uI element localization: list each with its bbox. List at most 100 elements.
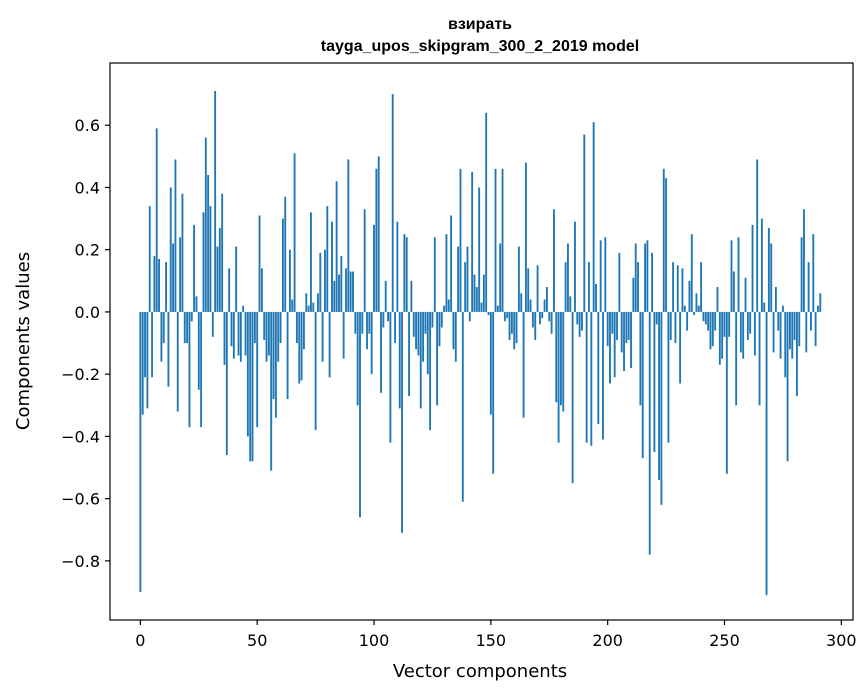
bar-198 [602,311,604,440]
bar-39 [230,311,233,347]
bar-69 [300,311,303,381]
bar-160 [513,311,516,350]
bar-250 [723,311,726,337]
bar-84 [335,181,338,312]
x-tick-label: 50 [247,631,267,650]
bar-73 [310,212,312,312]
x-tick-label: 200 [592,631,623,650]
x-tick-label: 300 [826,631,857,650]
bar-115 [408,311,410,396]
bar-227 [669,311,672,340]
bar-266 [760,218,763,312]
bar-228 [672,262,675,312]
bar-223 [660,311,663,505]
bar-206 [620,311,623,353]
bar-112 [401,311,403,533]
bar-50 [256,311,259,428]
bar-25 [197,311,200,390]
bar-51 [258,215,261,312]
bar-34 [218,227,221,312]
bar-88 [345,268,347,312]
bar-76 [317,293,319,312]
bar-36 [223,311,226,365]
bar-256 [737,237,740,312]
bar-139 [464,262,467,312]
bar-194 [592,122,595,312]
bar-191 [585,311,588,443]
plot-frame [109,62,854,621]
y-tick-label: −0.4 [61,427,100,446]
bar-170 [536,265,539,312]
bar-17 [179,237,182,312]
bar-253 [730,240,733,312]
bar-243 [707,311,710,331]
bar-163 [520,293,523,312]
bar-56 [270,311,273,471]
bar-240 [700,262,703,312]
bar-148 [485,112,488,312]
bar-143 [473,274,476,312]
bar-58 [274,311,277,418]
bar-159 [510,311,513,334]
bar-213 [637,262,639,312]
bar-246 [714,311,717,331]
bar-21 [188,311,191,428]
bar-286 [807,262,810,312]
bar-79 [324,249,326,312]
y-tick-label: 0.6 [75,116,100,135]
bar-38 [228,268,231,312]
bar-176 [550,311,553,334]
bar-187 [576,311,579,325]
bar-103 [380,311,382,393]
bar-175 [548,311,551,322]
bar-122 [424,311,427,334]
bar-271 [772,311,775,353]
bar-108 [391,94,394,312]
bar-237 [693,311,696,316]
bar-94 [359,311,361,518]
bar-181 [562,311,565,412]
bar-8 [158,259,160,312]
bar-203 [613,311,616,378]
bar-220 [653,311,656,452]
bar-280 [793,311,796,340]
bar-177 [553,209,555,312]
bar-164 [522,311,525,418]
bar-264 [756,159,759,312]
bar-219 [651,252,653,312]
bar-113 [403,234,406,312]
y-tick-label: 0.4 [75,178,100,197]
bar-129 [440,311,443,328]
bar-225 [665,178,668,312]
bar-116 [410,280,413,312]
bar-155 [501,168,504,312]
bar-98 [368,311,371,334]
bar-283 [800,237,803,312]
bar-259 [744,277,747,312]
bar-1 [141,311,144,415]
bar-66 [293,153,296,312]
bar-61 [281,218,284,312]
bar-136 [457,246,460,312]
bar-85 [338,274,340,312]
bar-212 [634,243,637,312]
bar-247 [716,287,719,312]
bar-224 [662,168,665,312]
bar-154 [499,243,502,312]
bar-2 [144,311,146,378]
bar-166 [527,268,530,312]
bar-167 [529,299,532,312]
bar-268 [765,311,768,596]
bar-260 [746,311,749,340]
bar-168 [531,311,534,328]
bar-245 [711,311,714,347]
bar-183 [567,243,569,312]
bar-270 [770,243,773,312]
bar-152 [494,168,497,312]
bar-221 [655,311,658,325]
bar-137 [459,168,462,312]
bar-5 [151,311,153,378]
bar-241 [702,311,705,322]
bar-87 [342,311,345,359]
bar-59 [277,311,280,362]
